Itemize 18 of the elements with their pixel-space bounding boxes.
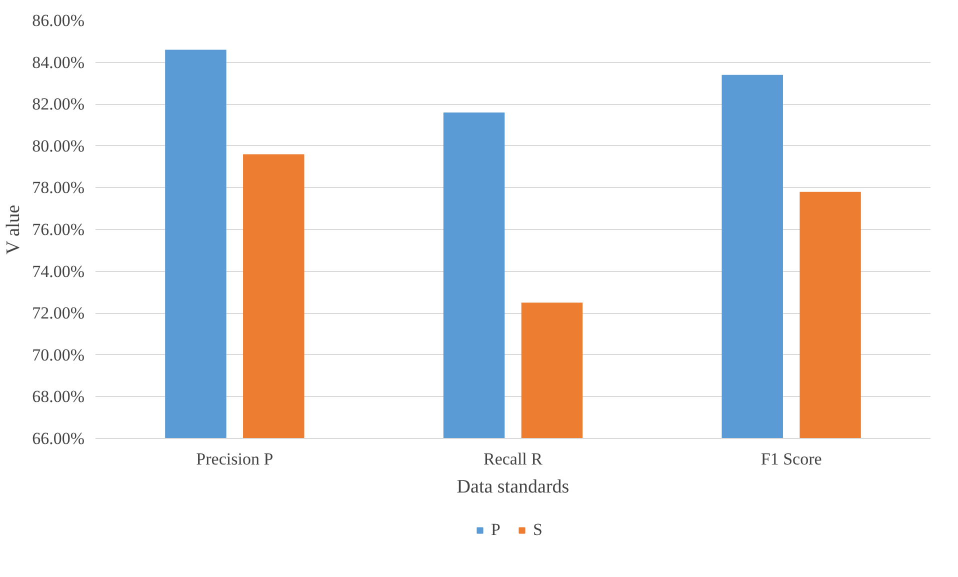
y-tick-label: 66.00% <box>32 429 85 448</box>
x-tick-label: Recall R <box>483 450 544 468</box>
legend-label: S <box>533 520 544 540</box>
y-tick-label: 70.00% <box>32 345 85 364</box>
y-tick-label: 76.00% <box>32 220 85 239</box>
x-tick-label: F1 Score <box>760 450 822 468</box>
y-tick-label: 68.00% <box>32 387 85 406</box>
y-tick-label: 78.00% <box>32 178 85 198</box>
x-axis-title: Data standards <box>456 476 570 498</box>
y-tick-label: 84.00% <box>32 52 85 72</box>
y-tick-label: 80.00% <box>32 136 85 156</box>
legend-label: P <box>491 520 502 540</box>
y-axis-title: V alue <box>3 204 24 255</box>
y-tick-label: 72.00% <box>32 304 85 323</box>
y-tick-label: 86.00% <box>32 11 85 30</box>
x-tick-label: Precision P <box>196 450 274 468</box>
y-tick-label: 74.00% <box>32 262 85 281</box>
y-tick-label: 82.00% <box>32 94 85 114</box>
